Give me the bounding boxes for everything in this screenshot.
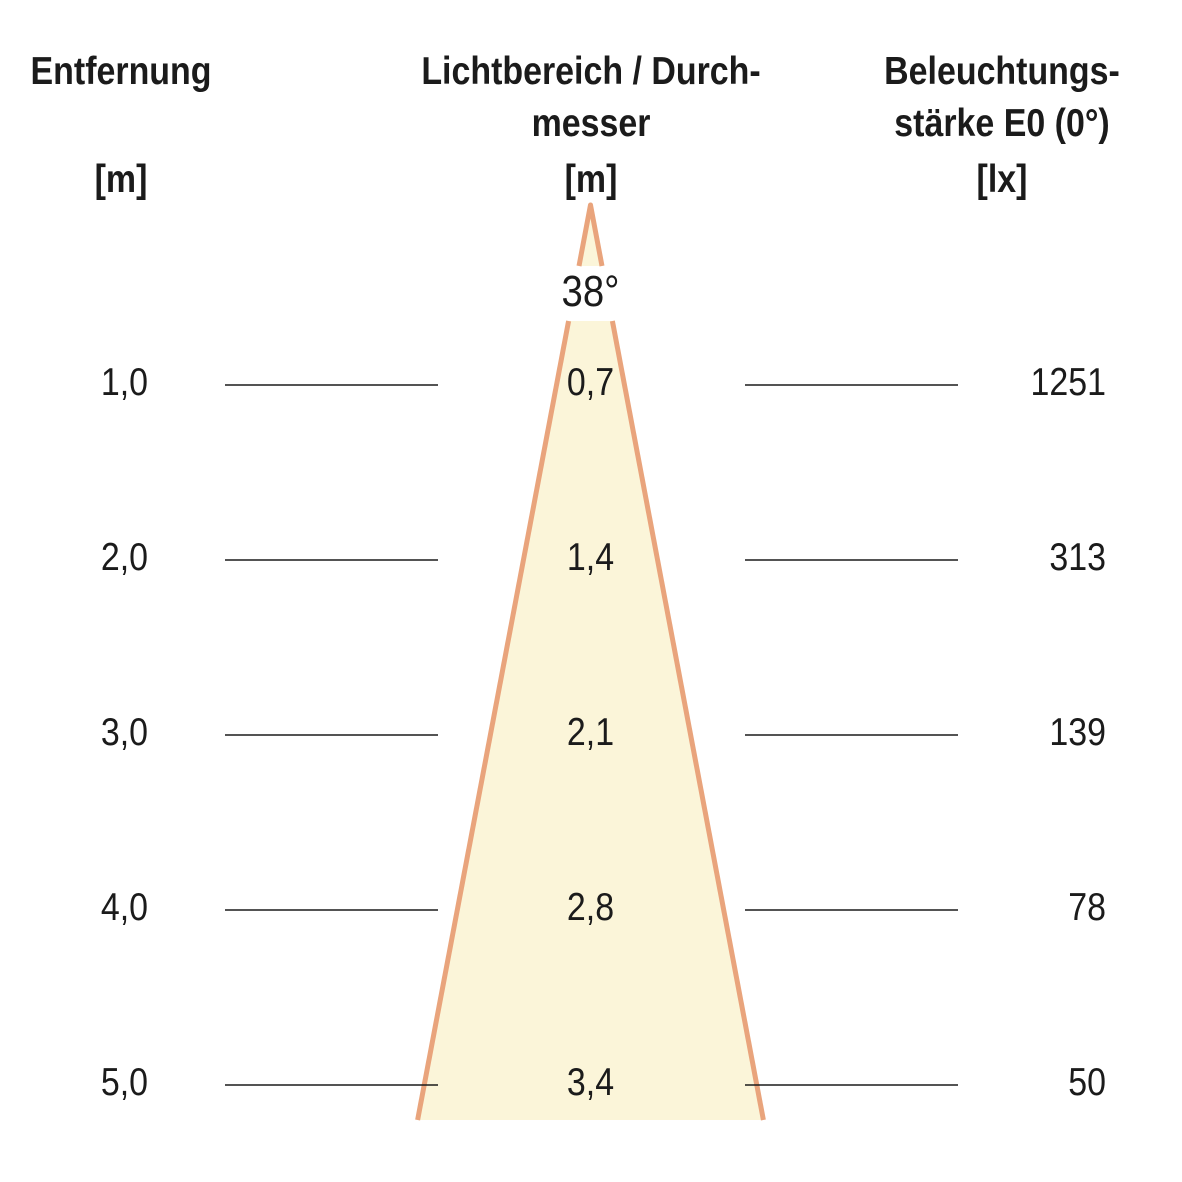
header-diameter-title-2: messer (531, 102, 651, 145)
distance-value-4: 4,0 (100, 886, 148, 929)
diameter-value-2: 1,4 (566, 536, 615, 579)
header-distance-unit: [m] (94, 158, 148, 201)
header-illuminance-title-2: stärke E0 (0°) (894, 102, 1110, 145)
diameter-value-3: 2,1 (566, 711, 615, 754)
distance-value-1: 1,0 (100, 361, 148, 404)
header-distance-title: Entfernung (30, 50, 212, 93)
distance-value-3: 3,0 (100, 711, 148, 754)
diameter-value-5: 3,4 (566, 1061, 615, 1104)
diameter-value-1: 0,7 (566, 361, 615, 404)
illuminance-value-3: 139 (1049, 711, 1106, 754)
distance-value-2: 2,0 (100, 536, 148, 579)
illuminance-value-1: 1251 (1030, 361, 1106, 404)
cone-body (417, 321, 764, 1120)
cone-right-edge (609, 320, 766, 1121)
header-illuminance-unit: [lx] (976, 158, 1028, 201)
illuminance-value-5: 50 (1068, 1061, 1106, 1104)
illuminance-value-2: 313 (1049, 536, 1106, 579)
header-illuminance-title: Beleuchtungs- (884, 50, 1120, 93)
diameter-value-4: 2,8 (566, 886, 615, 929)
cone-tip-fill (579, 205, 602, 266)
cone-left-edge (415, 320, 572, 1121)
illuminance-value-4: 78 (1068, 886, 1106, 929)
header-diameter-unit: [m] (564, 158, 618, 201)
distance-value-5: 5,0 (100, 1061, 148, 1104)
beam-angle-label: 38° (561, 267, 620, 316)
header-diameter-title: Lichtbereich / Durch- (421, 50, 761, 93)
cone-tip-outline (576, 202, 605, 267)
